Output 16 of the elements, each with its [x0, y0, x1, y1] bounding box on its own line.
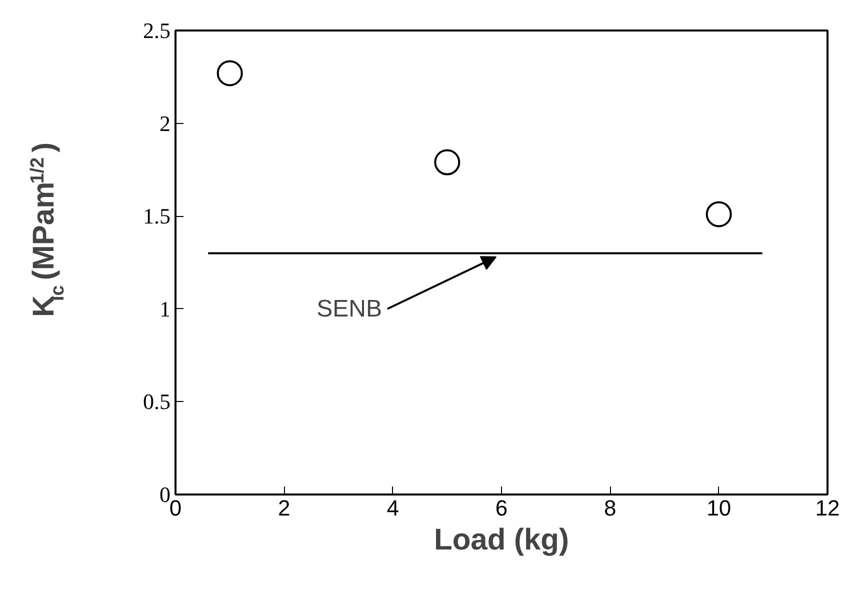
x-tick-label: 4 — [386, 496, 399, 520]
y-tick-label: 1.5 — [143, 204, 170, 229]
x-tick-label: 2 — [278, 496, 290, 520]
y-tick-label: 0.5 — [143, 389, 170, 414]
x-tick-label: 10 — [706, 496, 732, 520]
x-tick-label: 8 — [604, 496, 616, 520]
point — [706, 201, 732, 228]
y-tick-label: 2.5 — [143, 18, 170, 43]
x-axis-title: Load (kg) — [434, 524, 570, 556]
point — [434, 149, 460, 176]
y-tick-label: 2 — [160, 110, 170, 136]
y-tick-label: 1 — [160, 296, 170, 322]
x-tick-label: 6 — [495, 496, 508, 520]
x-tick-label: 12 — [815, 496, 840, 520]
annotation: SENB — [316, 295, 382, 322]
point — [216, 60, 243, 86]
